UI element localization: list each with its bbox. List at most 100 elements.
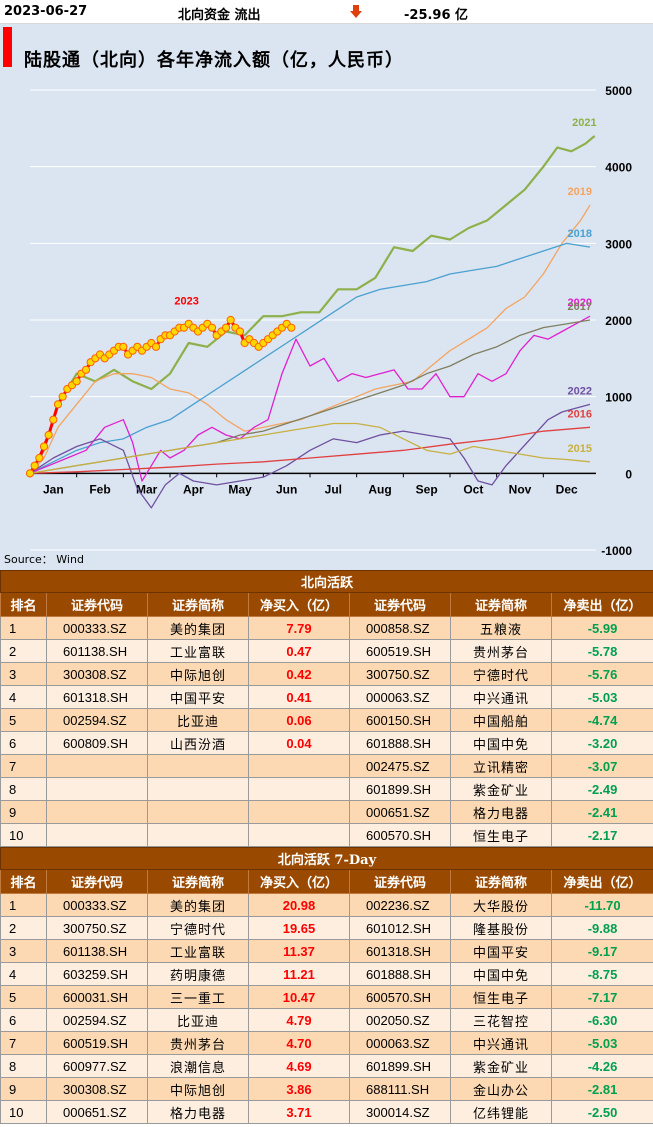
- net-buy-cell: [248, 754, 350, 778]
- table-row: 10 000651.SZ 格力电器 3.71 300014.SZ 亿纬锂能 -2.50: [0, 1100, 653, 1124]
- series-point-2023: [35, 453, 44, 463]
- rank-cell: 9: [0, 1077, 47, 1101]
- buy-code-cell: 000333.SZ: [46, 893, 148, 917]
- sell-name-cell: 紫金矿业: [450, 777, 552, 801]
- x-tick-label: Jun: [276, 482, 297, 496]
- sell-name-cell: 五粮液: [450, 616, 552, 640]
- net-sell-cell: -11.70: [550, 893, 653, 917]
- table-row: 2 601138.SH 工业富联 0.47 600519.SH 贵州茅台 -5.78: [0, 639, 653, 663]
- series-point-2023: [49, 415, 58, 424]
- buy-name-cell: 美的集团: [147, 616, 249, 640]
- table-row: 5 002594.SZ 比亚迪 0.06 600150.SH 中国船舶 -4.74: [0, 708, 653, 732]
- sell-code-cell: 002050.SZ: [349, 1008, 451, 1032]
- net-sell-cell: -5.03: [550, 685, 653, 709]
- buy-name-cell: 比亚迪: [147, 1008, 249, 1032]
- rank-cell: 5: [0, 985, 47, 1009]
- x-tick-label: Jan: [43, 482, 64, 496]
- sell-name-cell: 金山办公: [450, 1077, 552, 1101]
- series-point-2023: [221, 323, 231, 332]
- x-tick-label: Aug: [368, 482, 391, 496]
- table1-header-0: 排名: [0, 592, 47, 617]
- net-inflow-chart: 5000 4000 3000 2000 1000 0 -1000 Jan Feb Mar Apr Ma…: [25, 84, 632, 558]
- series-line-2022: [29, 403, 591, 509]
- table2-header-0: 排名: [0, 869, 47, 894]
- table2-header-1: 证券代码: [46, 869, 148, 894]
- sell-code-cell: 601888.SH: [349, 962, 451, 986]
- net-buy-cell: 0.41: [248, 685, 350, 709]
- buy-name-cell: [147, 777, 249, 801]
- sell-code-cell: 000858.SZ: [349, 616, 451, 640]
- net-buy-cell: 0.04: [248, 731, 350, 755]
- buy-name-cell: 工业富联: [147, 639, 249, 663]
- rank-cell: 2: [0, 916, 47, 940]
- net-sell-cell: -5.99: [550, 616, 653, 640]
- table-row: 1 000333.SZ 美的集团 7.79 000858.SZ 五粮液 -5.99: [0, 616, 653, 640]
- sell-code-cell: 002236.SZ: [349, 893, 451, 917]
- sell-code-cell: 601012.SH: [349, 916, 451, 940]
- series-point-2023: [58, 392, 67, 401]
- buy-code-cell: 600519.SH: [46, 1031, 148, 1055]
- table-row: 4 601318.SH 中国平安 0.41 000063.SZ 中兴通讯 -5.03: [0, 685, 653, 709]
- sell-name-cell: 中国中免: [450, 962, 552, 986]
- net-sell-cell: -5.76: [550, 662, 653, 686]
- table-row: 10 600570.SH 恒生电子 -2.17: [0, 823, 653, 847]
- rank-cell: 1: [0, 893, 47, 917]
- sell-code-cell: 601899.SH: [349, 1054, 451, 1078]
- buy-code-cell: [46, 823, 148, 847]
- sell-name-cell: 恒生电子: [450, 985, 552, 1009]
- buy-name-cell: 中际旭创: [147, 1077, 249, 1101]
- sell-name-cell: 恒生电子: [450, 823, 552, 847]
- net-buy-cell: 0.47: [248, 639, 350, 663]
- sell-name-cell: 立讯精密: [450, 754, 552, 778]
- table-row: 6 600809.SH 山西汾酒 0.04 601888.SH 中国中免 -3.20: [0, 731, 653, 755]
- down-arrow-icon: [348, 3, 364, 23]
- series-label-2019: 2019: [568, 186, 592, 198]
- net-buy-cell: 20.98: [248, 893, 350, 917]
- table-row: 5 600031.SH 三一重工 10.47 600570.SH 恒生电子 -7.17: [0, 985, 653, 1009]
- net-buy-cell: 0.42: [248, 662, 350, 686]
- table1-header-3: 净买入（亿）: [248, 592, 350, 617]
- rank-cell: 4: [0, 685, 47, 709]
- table-row: 7 002475.SZ 立讯精密 -3.07: [0, 754, 653, 778]
- series-point-2023: [44, 430, 53, 440]
- report-date: 2023-06-27: [4, 4, 88, 19]
- series-label-2018: 2018: [568, 228, 592, 240]
- buy-code-cell: 601138.SH: [46, 939, 148, 963]
- sell-code-cell: 600519.SH: [349, 639, 451, 663]
- y-tick-label: 1000: [605, 391, 632, 405]
- active-table-7day: 北向活跃 7-Day 排名 证券代码 证券简称 净买入（亿） 证券代码 证券简称 净卖出（亿）…: [0, 847, 653, 1124]
- net-sell-cell: -3.20: [550, 731, 653, 755]
- series-line-2018: [29, 242, 591, 474]
- net-sell-cell: -8.75: [550, 962, 653, 986]
- x-tick-label: Sep: [416, 482, 438, 496]
- series-point-2023: [151, 342, 161, 351]
- table2-header-2: 证券简称: [147, 869, 249, 894]
- x-tick-label: Feb: [89, 482, 110, 496]
- sell-name-cell: 隆基股份: [450, 916, 552, 940]
- sell-code-cell: 300014.SZ: [349, 1100, 451, 1124]
- table-row: 3 300308.SZ 中际旭创 0.42 300750.SZ 宁德时代 -5.76: [0, 662, 653, 686]
- buy-code-cell: 601318.SH: [46, 685, 148, 709]
- net-sell-cell: -5.78: [550, 639, 653, 663]
- sell-code-cell: 600150.SH: [349, 708, 451, 732]
- x-tick-label: Apr: [183, 482, 204, 496]
- sell-code-cell: 600570.SH: [349, 985, 451, 1009]
- sell-code-cell: 688111.SH: [349, 1077, 451, 1101]
- net-sell-cell: -7.17: [550, 985, 653, 1009]
- table1-header-6: 净卖出（亿）: [550, 592, 653, 617]
- net-sell-cell: -2.50: [550, 1100, 653, 1124]
- series-label-2016: 2016: [568, 408, 592, 420]
- rank-cell: 8: [0, 777, 47, 801]
- buy-code-cell: 002594.SZ: [46, 1008, 148, 1032]
- rank-cell: 7: [0, 1031, 47, 1055]
- net-buy-cell: 11.21: [248, 962, 350, 986]
- net-buy-cell: 3.71: [248, 1100, 350, 1124]
- series-point-2023: [207, 323, 217, 332]
- table2-header-4: 证券代码: [349, 869, 451, 894]
- series-label-2020: 2020: [568, 297, 592, 309]
- table2-title: 北向活跃 7-Day: [0, 847, 653, 870]
- rank-cell: 6: [0, 1008, 47, 1032]
- net-sell-cell: -9.17: [550, 939, 653, 963]
- table1-header-4: 证券代码: [349, 592, 451, 617]
- sell-name-cell: 中国平安: [450, 939, 552, 963]
